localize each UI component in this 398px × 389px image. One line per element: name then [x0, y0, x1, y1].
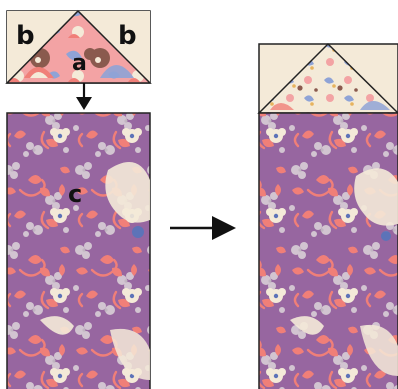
label-b-right: b [118, 21, 137, 51]
arrow-right-icon [170, 216, 236, 240]
flying-geese-unit: b b a [5, 9, 152, 84]
center-triangle [5, 9, 152, 84]
label-a: a [72, 51, 87, 76]
label-b-left: b [16, 21, 35, 51]
arrow-down-icon [76, 83, 92, 110]
corner-flower-right [100, 65, 134, 78]
label-c: c [68, 180, 82, 208]
assembled-block [257, 42, 398, 389]
rectangle-c: c [6, 112, 151, 389]
corner-flower-left [24, 67, 54, 78]
